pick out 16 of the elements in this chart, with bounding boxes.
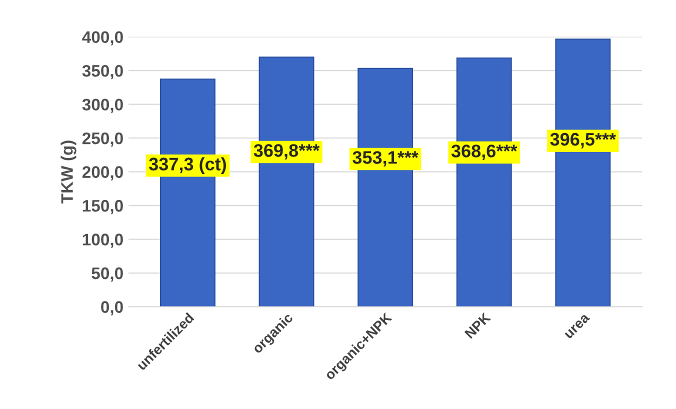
y-tick-label: 50,0 [92,267,123,282]
data-label: 337,3 (ct) [149,157,226,174]
y-tick-label: 150,0 [82,200,123,214]
y-tick-label: 100,0 [82,234,123,248]
y-tick-label: 200,0 [82,166,123,180]
y-tick-label: 400,0 [82,31,123,46]
y-tick-label: 350,0 [82,64,123,80]
y-tick-label: 300,0 [82,98,123,113]
data-label: 396,5*** [550,132,616,148]
y-tick-label: 0,0 [101,301,123,316]
data-label: 369,8*** [254,144,320,160]
data-label: 353,1*** [352,151,418,166]
y-axis-title: TKW (g) [60,140,76,204]
y-tick-label: 250,0 [82,132,123,147]
data-label: 368,6*** [451,144,518,160]
x-tick-label: urea [564,313,590,339]
